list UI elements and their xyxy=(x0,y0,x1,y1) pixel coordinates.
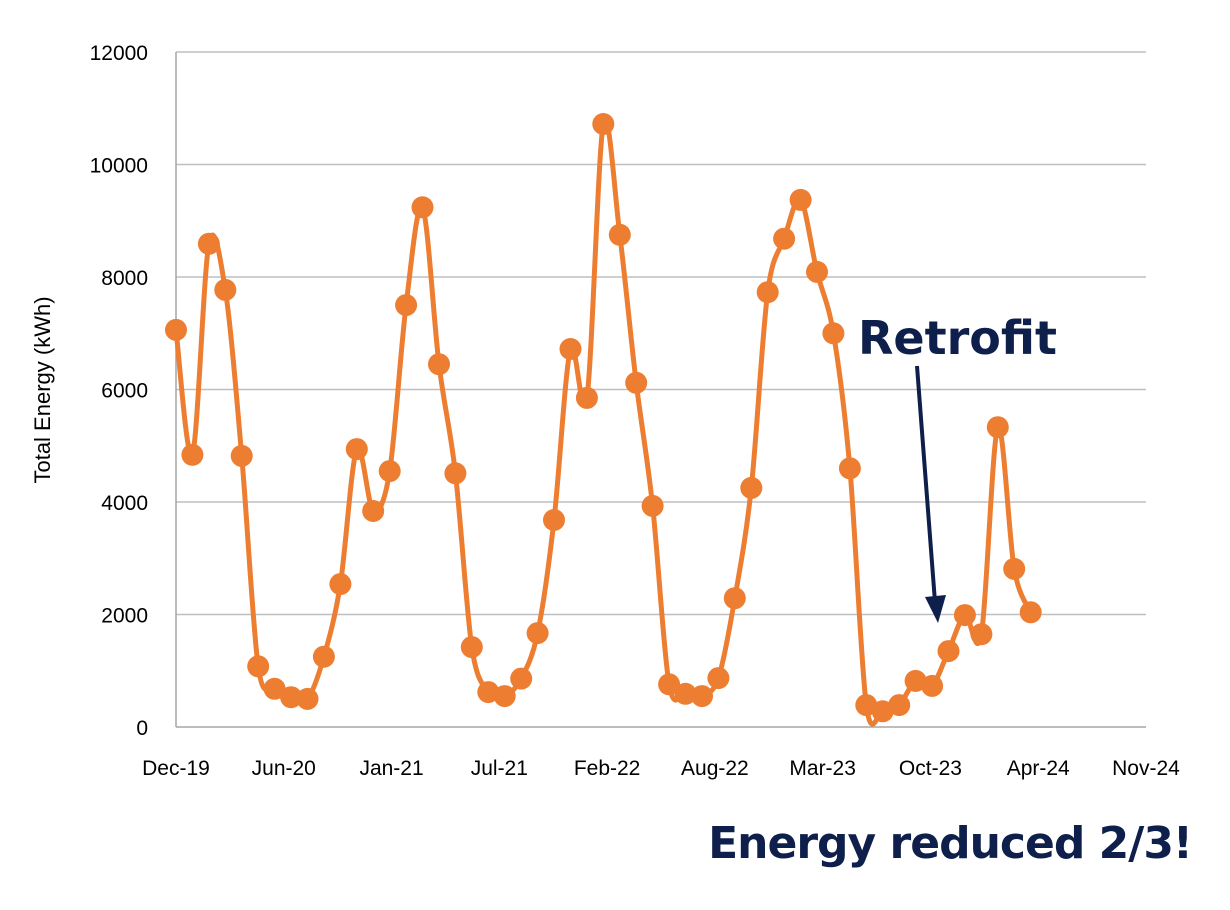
data-point: Dec-20: 3840 xyxy=(362,500,385,522)
data-point: May-20: 1080 xyxy=(247,655,270,678)
data-point: Aug-23: 390 xyxy=(888,694,911,717)
data-point: Mar-23: 8090 xyxy=(806,260,828,283)
data-point-markers: Dec-19: 7060 Jan-20: 4840 Feb-20: 8590 Mar-… xyxy=(165,113,1042,723)
data-point: Nov-21: 3680 xyxy=(543,509,565,531)
energy-reduced-caption: Energy reduced 2/3! xyxy=(708,818,1193,869)
x-tick-label: Feb-22 xyxy=(574,757,641,780)
data-point: Apr-20: 4820 xyxy=(230,444,253,467)
data-point: Nov-22: 4250 xyxy=(740,476,763,499)
x-tick-label: Jan-21 xyxy=(359,757,423,780)
data-point: Dec-21: 6720 xyxy=(559,338,582,360)
data-point: Nov-23: 1350 xyxy=(937,640,960,663)
y-tick-label: 2000 xyxy=(101,605,148,628)
data-point: Dec-19: 7060 xyxy=(165,318,187,341)
data-point: Dec-23: 1990 xyxy=(953,604,976,627)
data-point: Sep-20: 1250 xyxy=(312,645,335,668)
x-tick-label: Jul-21 xyxy=(471,757,528,780)
data-point: May-23: 4600 xyxy=(838,457,861,480)
data-point: Jun-22: 760 xyxy=(658,673,681,696)
data-point: Apr-22: 6120 xyxy=(625,371,648,394)
data-point: Jan-22: 5850 xyxy=(575,386,598,409)
data-point: Aug-21: 550 xyxy=(493,685,516,708)
x-tick-label: Mar-23 xyxy=(789,757,856,780)
data-point: Sep-23: 820 xyxy=(904,669,927,692)
data-point: May-21: 4510 xyxy=(444,462,467,485)
data-point: Mar-21: 9240 xyxy=(411,196,434,219)
data-point: Jul-22: 590 xyxy=(674,682,697,705)
y-tick-label: 4000 xyxy=(101,492,148,515)
data-point: Apr-24: 2040 xyxy=(1019,601,1042,624)
y-tick-label: 8000 xyxy=(101,267,148,290)
data-point: May-22: 3930 xyxy=(641,494,664,517)
y-tick-label: 6000 xyxy=(101,380,148,403)
y-axis-title: Total Energy (kWh) xyxy=(30,296,55,483)
data-point: Jan-23: 8680 xyxy=(773,227,796,250)
data-point: Oct-20: 2540 xyxy=(329,573,352,596)
y-tick-label: 0 xyxy=(136,717,148,740)
x-tick-label: Oct-23 xyxy=(899,757,962,780)
data-point: Feb-23: 9370 xyxy=(789,188,812,211)
x-axis-tick-labels: Dec-19 Jun-20 Jan-21 Jul-21 Feb-22 Aug-22 Mar-… xyxy=(142,757,1180,780)
data-point: Oct-23: 730 xyxy=(921,674,944,697)
data-point: Feb-20: 8590 xyxy=(197,232,220,255)
data-point: Dec-22: 7730 xyxy=(756,281,779,304)
y-tick-label: 10000 xyxy=(90,155,148,178)
data-point: Mar-20: 7770 xyxy=(214,278,237,301)
x-tick-label: Jun-20 xyxy=(252,757,316,780)
data-point: Feb-24: 5330 xyxy=(986,416,1009,439)
data-point: Jun-20: 680 xyxy=(263,677,286,700)
data-point: Apr-21: 6450 xyxy=(428,353,450,376)
data-point: Oct-22: 2290 xyxy=(723,587,746,610)
y-tick-label: 12000 xyxy=(90,42,148,65)
data-point: Apr-23: 7000 xyxy=(822,322,845,345)
data-point: Mar-22: 8750 xyxy=(608,223,631,246)
x-tick-label: Dec-19 xyxy=(142,757,210,780)
data-point: Jun-21: 1420 xyxy=(460,636,483,659)
data-point: Feb-22: 10720 xyxy=(592,113,615,135)
x-tick-label: Aug-22 xyxy=(681,757,749,780)
energy-series-line xyxy=(173,117,1034,727)
data-point: Jan-20: 4840 xyxy=(181,443,204,466)
retrofit-label: Retrofit xyxy=(858,311,1057,365)
data-point: Feb-21: 7500 xyxy=(395,294,418,317)
data-point: Jul-21: 620 xyxy=(477,681,500,704)
data-point: Oct-21: 1670 xyxy=(526,622,549,645)
data-point: Jan-24: 1650 xyxy=(970,623,993,646)
retrofit-arrow-icon xyxy=(915,365,946,623)
data-point: Sep-22: 870 xyxy=(707,667,730,690)
x-tick-label: Apr-24 xyxy=(1007,757,1070,780)
x-tick-label: Nov-24 xyxy=(1112,757,1180,780)
y-axis-tick-labels: 0 2000 4000 6000 8000 10000 12000 xyxy=(90,42,148,740)
data-point: Jul-23: 280 xyxy=(871,700,894,723)
data-point: Aug-22: 550 xyxy=(691,685,713,708)
data-point: Nov-20: 4940 xyxy=(345,438,368,461)
data-point: Aug-20: 500 xyxy=(296,687,319,710)
data-point: Jul-20: 530 xyxy=(280,686,303,709)
data-point: Jan-21: 4550 xyxy=(378,460,401,483)
data-point: Mar-24: 2810 xyxy=(1003,557,1026,580)
data-point: Sep-21: 860 xyxy=(510,667,533,690)
